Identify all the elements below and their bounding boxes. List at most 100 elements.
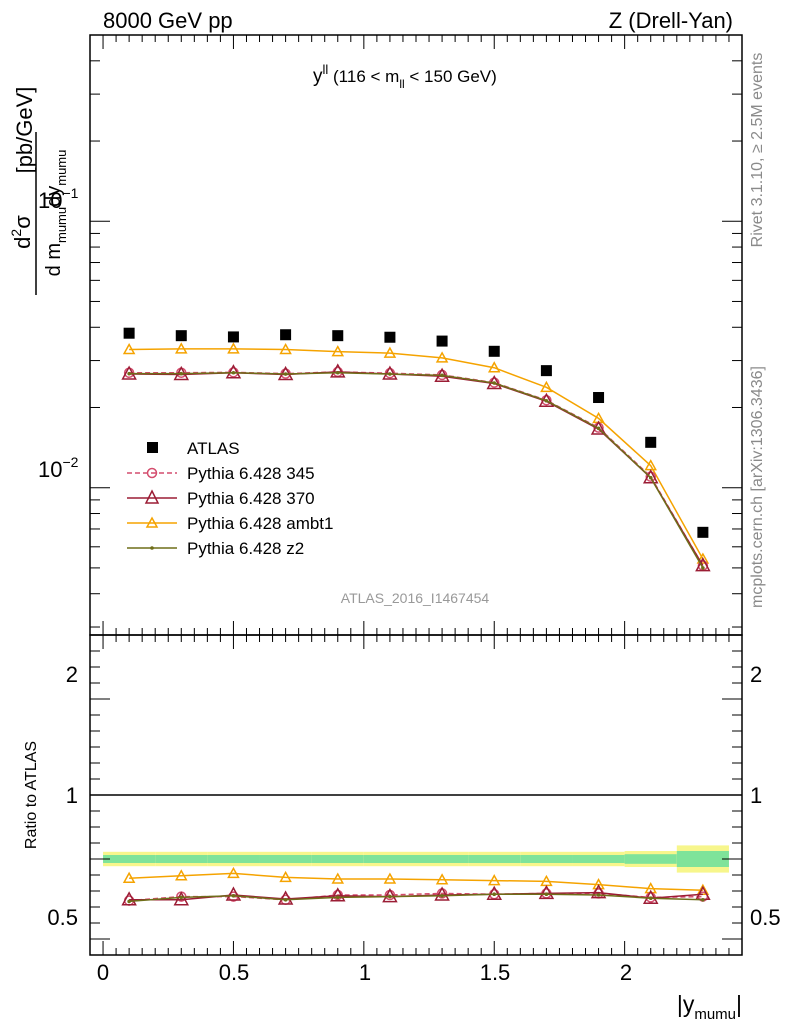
atlas-point [488, 345, 500, 357]
plot-title: yll (116 < mll < 150 GeV) [313, 62, 497, 91]
pythia-6-428-370-point [642, 469, 659, 484]
pythia-6-428-ambt1-point [227, 342, 240, 354]
pythia-6-428-z2-point [544, 398, 549, 403]
xtick-1: 1 [359, 960, 371, 985]
x-axis-label: |ymumu| [677, 991, 742, 1023]
pythia-6-428-z2-point [440, 894, 444, 898]
xtick-1-5: 1.5 [480, 960, 511, 985]
xtick-2: 2 [620, 960, 632, 985]
xtick-0-5: 0.5 [219, 960, 250, 985]
pythia-6-428-345-point [332, 889, 344, 901]
ratio-series-layer [121, 866, 711, 906]
pythia-6-428-ambt1-point [487, 361, 501, 373]
ratio-band-inner [155, 855, 208, 863]
main-series-layer [121, 327, 711, 572]
pythia-6-428-ambt1-point [122, 342, 136, 355]
mcplots-reference-text: mcplots.cern.ch [arXiv:1306.3436] [749, 366, 766, 608]
atlas-point [540, 365, 552, 377]
atlas-point [436, 335, 448, 347]
pythia-6-428-z2-point [283, 372, 288, 376]
pythia-6-428-z2-point [544, 892, 549, 896]
ratio-ytick-1: 1 [66, 783, 78, 808]
atlas-point [227, 331, 239, 343]
ratio-band-inner [311, 855, 364, 863]
ratio-band-inner [416, 855, 469, 863]
legend-label-z2: Pythia 6.428 z2 [187, 539, 304, 558]
atlas-point [280, 329, 292, 341]
pythia-6-428-z2-point [127, 371, 131, 376]
pythia-6-428-ambt1-point [435, 351, 449, 363]
ratio-band-inner [676, 851, 729, 867]
pythia-6-428-370-point [121, 891, 137, 906]
pythia-6-428-370-point [642, 889, 659, 904]
header-right: Z (Drell-Yan) [609, 8, 733, 33]
pythia-6-428-z2-point [283, 898, 288, 902]
pythia-6-428-ambt1-point [279, 342, 292, 355]
pythia-6-428-z2-line [129, 893, 703, 903]
pythia-6-428-370-point [590, 420, 607, 435]
pythia-6-428-z2-point [492, 892, 497, 896]
pythia-6-428-z2-point [492, 381, 497, 385]
pythia-6-428-z2-point [648, 896, 653, 900]
pythia-6-428-ambt1-point [435, 873, 449, 885]
pythia-6-428-z2-point [179, 895, 184, 900]
pythia-6-428-z2-point [701, 566, 705, 570]
pythia-6-428-z2-point [701, 898, 705, 902]
pythia-6-428-ambt1-point [696, 552, 710, 564]
ratio-band-inner [207, 855, 260, 863]
analysis-watermark: ATLAS_2016_I1467454 [341, 590, 490, 606]
pythia-6-428-370-point [173, 891, 190, 906]
ratio-band-inner [520, 855, 573, 863]
pythia-6-428-ambt1-point [331, 345, 345, 357]
legend-marker-z2 [150, 546, 154, 550]
main-axis-ticks [90, 34, 742, 635]
atlas-point [593, 392, 605, 404]
rivet-version-text: Rivet 3.1.10, ≥ 2.5M events [749, 53, 766, 248]
pythia-6-428-z2-point [388, 372, 392, 376]
atlas-point [645, 436, 657, 448]
pythia-6-428-z2-point [648, 475, 653, 480]
ratio-y-axis-label: Ratio to ATLAS [23, 741, 40, 849]
pythia-6-428-z2-point [335, 370, 340, 375]
ratio-ytick-0-5-right: 0.5 [750, 905, 781, 930]
atlas-point [332, 330, 344, 342]
pythia-6-428-ambt1-point [331, 872, 345, 884]
ytick-label-0-01: 10−2 [38, 454, 79, 482]
pythia-6-428-z2-point [335, 895, 340, 900]
pythia-6-428-z2-point [388, 894, 392, 899]
ratio-band-inner [624, 854, 677, 864]
ylabel-unit: [pb/GeV] [12, 87, 37, 174]
ytick-label-0-1: 10−1 [38, 185, 79, 213]
pythia-6-428-370-point [225, 364, 242, 379]
pythia-6-428-370-point [225, 886, 242, 901]
pythia-6-428-370-point [538, 884, 555, 900]
pythia-6-428-370-point [382, 888, 398, 903]
pythia-6-428-ambt1-line [129, 872, 703, 891]
ratio-axis-ticks [90, 634, 742, 956]
legend-marker-345 [146, 467, 158, 479]
ratio-ytick-2: 2 [66, 662, 78, 687]
pythia-6-428-370-point [590, 884, 607, 899]
legend-label-370: Pythia 6.428 370 [187, 489, 315, 508]
legend-label-atlas: ATLAS [187, 439, 240, 458]
header-left: 8000 GeV pp [103, 8, 233, 33]
pythia-6-428-z2-point [596, 426, 601, 431]
ratio-ytick-2-right: 2 [750, 662, 762, 687]
pythia-6-428-ambt1-point [383, 346, 397, 358]
pythia-6-428-z2-point [440, 373, 444, 378]
pythia-6-428-ambt1-point [540, 380, 553, 393]
atlas-point [384, 331, 396, 343]
ratio-ytick-1-right: 1 [750, 783, 762, 808]
pythia-6-428-z2-point [231, 370, 236, 375]
pythia-6-428-z2-point [127, 899, 131, 904]
legend: ATLAS Pythia 6.428 345 Pythia 6.428 370 … [127, 439, 333, 558]
ratio-band-inner [468, 855, 521, 863]
ratio-band-inner [103, 855, 156, 863]
atlas-point [175, 330, 187, 342]
pythia-6-428-z2-point [179, 371, 184, 376]
ylabel-denominator: d mmumudymumu [43, 150, 69, 277]
pythia-6-428-370-point [330, 887, 346, 902]
pythia-6-428-370-point [695, 557, 711, 572]
ratio-band-inner [363, 855, 416, 863]
